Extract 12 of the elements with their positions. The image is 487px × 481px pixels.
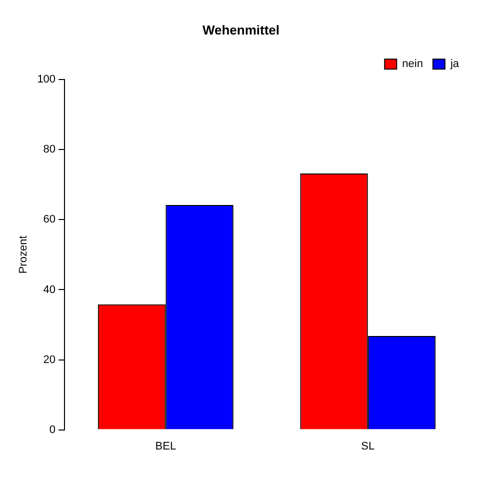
x-tick-label: BEL: [155, 440, 176, 452]
chart-title: Wehenmittel: [202, 22, 280, 38]
y-tick-label: 0: [49, 424, 56, 436]
y-axis-title: Prozent: [18, 236, 30, 274]
y-tick-label: 40: [43, 284, 56, 296]
y-tick-label: 60: [43, 214, 56, 226]
x-tick-label: SL: [361, 440, 375, 452]
y-tick-label: 20: [43, 354, 56, 366]
y-tick-label: 100: [37, 74, 56, 86]
legend-label: ja: [449, 58, 460, 70]
legend-label: nein: [402, 58, 423, 70]
y-tick-label: 80: [43, 144, 56, 156]
